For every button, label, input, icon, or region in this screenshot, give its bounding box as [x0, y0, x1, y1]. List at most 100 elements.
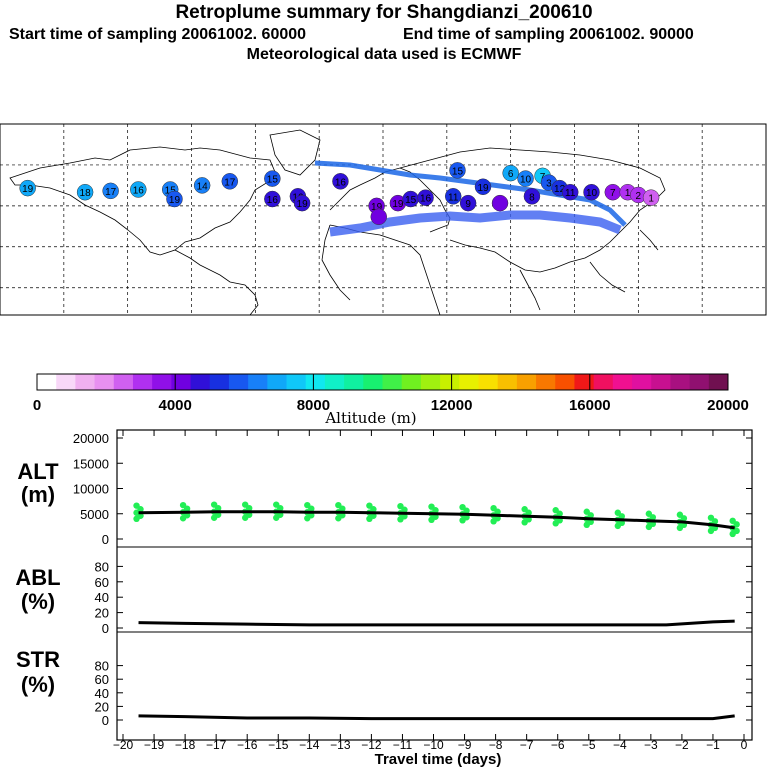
panel-labels: ALT (m) ABL (%) STR (%)	[15, 459, 60, 697]
series-line	[138, 510, 735, 530]
abl-label-bottom: (%)	[21, 589, 55, 614]
colorbar-cell	[113, 374, 134, 390]
str-series	[138, 714, 735, 721]
y-tick-label: 40	[95, 686, 109, 701]
end-time-label: End time of sampling 20061002. 90000	[403, 26, 694, 43]
map-point-label: 1	[648, 194, 654, 205]
colorbar-cell	[209, 374, 230, 390]
map-point	[293, 194, 311, 212]
alt-scatter-point	[645, 510, 653, 517]
y-tick-label: 15000	[73, 456, 109, 471]
met-data-line: Meteorological data used is ECMWF	[246, 46, 522, 63]
series-line	[138, 714, 735, 721]
map-point-label: 14	[197, 181, 209, 192]
y-tick-label: 0	[102, 713, 109, 728]
map-grid	[0, 124, 767, 315]
map-point	[444, 188, 462, 205]
map-point-label: 16	[335, 177, 347, 188]
colorbar-cell	[420, 374, 441, 390]
colorbar-cell	[497, 374, 518, 390]
colorbar-cell	[56, 374, 76, 390]
map-point	[19, 179, 36, 197]
x-tick-label: −10	[423, 738, 444, 752]
alt-label-top: ALT	[17, 459, 59, 484]
map-point-label: 1	[625, 188, 631, 199]
x-tick-label: −13	[330, 738, 351, 752]
map-point-label: 12	[554, 184, 566, 195]
map-point	[583, 183, 600, 201]
colorbar-cell	[574, 374, 595, 390]
colorbar-cell	[536, 374, 556, 390]
map-point	[76, 183, 94, 201]
y-tick-label: 20	[95, 699, 109, 714]
map-point-label: 19	[169, 195, 181, 206]
colorbar-cell	[478, 374, 499, 390]
map-point	[642, 189, 660, 206]
map-point-label: 3	[546, 179, 552, 190]
x-tick-label: −6	[551, 738, 565, 752]
colorbar-cell	[632, 374, 652, 390]
alt-scatter-point	[304, 501, 311, 509]
map-point-label: 19	[392, 199, 404, 210]
colorbar-cell	[248, 374, 268, 390]
map-point	[102, 182, 119, 200]
alt-scatter-point	[614, 509, 621, 516]
y-tick-label: 60	[95, 672, 109, 687]
map-point-label: 15	[165, 185, 177, 196]
map-point-label: 15	[452, 166, 464, 177]
alt-series	[138, 510, 735, 530]
alt-scatter-point	[552, 507, 559, 514]
colorbar-cell	[651, 374, 671, 390]
colorbar-cell	[286, 374, 307, 390]
map-point-label: 10	[586, 188, 598, 199]
y-tick-label: 60	[95, 575, 109, 590]
alt-scatter-point	[242, 501, 249, 508]
alt-scatter-point	[583, 508, 590, 515]
x-tick-label: −19	[144, 738, 165, 752]
colorbar-tick-label: 20000	[707, 397, 749, 414]
map-point-label: 17	[224, 177, 236, 188]
map-point	[459, 194, 477, 212]
y-tick-label: 10000	[73, 482, 109, 497]
altitude-colorbar: 0 4000 8000 12000 16000 20000 Altitude (m)	[33, 373, 749, 427]
map-point	[491, 194, 509, 212]
x-tick-label: −14	[299, 738, 320, 752]
colorbar-cell	[228, 374, 249, 390]
y-tick-label: 5000	[80, 507, 109, 522]
series-line	[138, 619, 735, 627]
alt-scatter-point	[133, 502, 140, 509]
map-point	[166, 190, 183, 208]
x-tick-label: −20	[113, 738, 134, 752]
map-point-label: 16	[420, 194, 432, 205]
map-point	[193, 177, 211, 194]
alt-scatter-point	[428, 503, 435, 510]
x-tick-label: −3	[644, 738, 658, 752]
map-point-label: 16	[133, 185, 145, 196]
x-tick-label: −17	[206, 738, 227, 752]
map-point	[264, 170, 281, 187]
map-points: 1918171615191417151616191619191516119191…	[19, 162, 660, 226]
alt-scatter-point	[179, 501, 187, 509]
y-tick-label: 40	[95, 590, 109, 605]
x-tick-label: −16	[237, 738, 258, 752]
map-point-label: 18	[80, 188, 92, 199]
colorbar-tick-label: 8000	[297, 397, 330, 414]
colorbar-cell	[344, 374, 364, 390]
colorbar-cell	[440, 374, 460, 390]
map-point	[370, 208, 387, 226]
alt-scatter-point	[273, 501, 280, 508]
x-tick-label: −7	[520, 738, 534, 752]
map-point-label: 7	[610, 188, 616, 199]
map-point-label: 8	[529, 192, 535, 203]
map-point-label: 19	[297, 199, 309, 210]
colorbar-cell	[459, 374, 479, 390]
alt-scatter-point	[521, 506, 528, 513]
x-tick-label: −15	[268, 738, 289, 752]
alt-scatter-point	[459, 503, 466, 511]
map-point-label: 15	[405, 195, 417, 206]
colorbar-title: Altitude (m)	[324, 409, 416, 427]
y-tick-label: 80	[95, 659, 109, 674]
